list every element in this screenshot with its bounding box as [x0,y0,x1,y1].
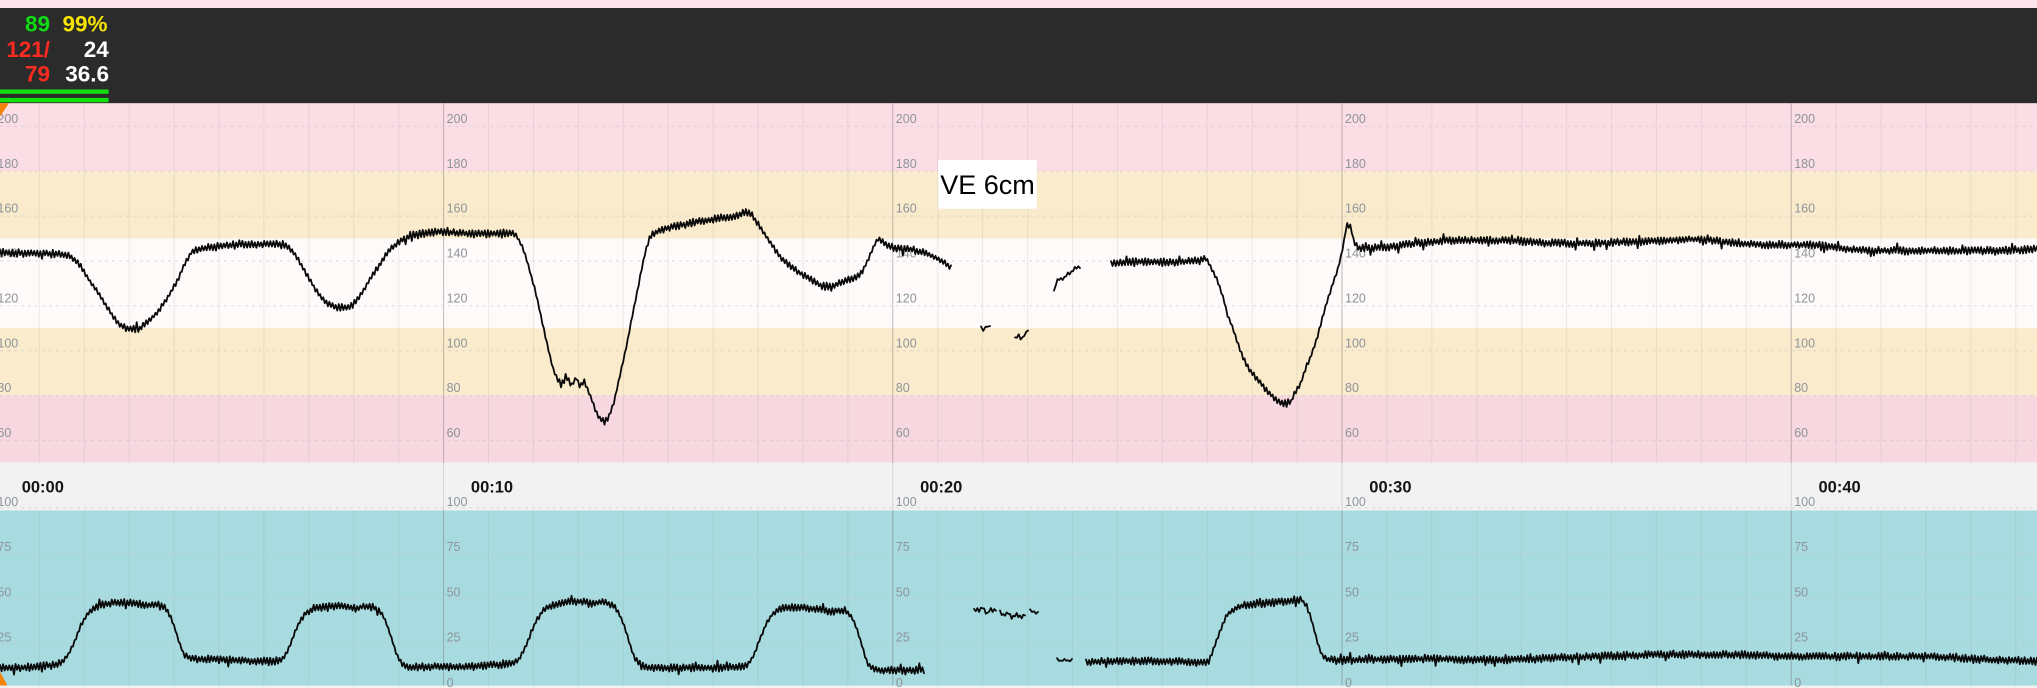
svg-text:160: 160 [1794,202,1815,216]
svg-text:0: 0 [1345,676,1352,688]
svg-text:180: 180 [1794,157,1815,171]
svg-text:180: 180 [896,157,917,171]
svg-text:200: 200 [447,112,468,126]
svg-text:25: 25 [0,631,11,645]
svg-text:25: 25 [1345,631,1359,645]
svg-text:80: 80 [447,381,461,395]
svg-text:00:20: 00:20 [920,479,962,497]
svg-text:140: 140 [1794,247,1815,261]
svg-text:25: 25 [1794,631,1808,645]
svg-text:80: 80 [896,381,910,395]
svg-text:100: 100 [896,336,917,350]
svg-text:180: 180 [447,157,468,171]
svg-text:121/: 121/ [6,37,51,62]
svg-text:00:40: 00:40 [1819,479,1861,497]
svg-text:100: 100 [447,495,468,509]
svg-text:140: 140 [447,247,468,261]
svg-text:160: 160 [896,202,917,216]
svg-text:50: 50 [1345,585,1359,599]
svg-text:50: 50 [1794,585,1808,599]
svg-text:79: 79 [25,62,50,87]
svg-text:80: 80 [1345,381,1359,395]
svg-text:120: 120 [896,292,917,306]
svg-text:0: 0 [1794,676,1801,688]
svg-text:180: 180 [0,157,18,171]
svg-text:200: 200 [896,112,917,126]
svg-text:0: 0 [896,676,903,688]
svg-text:36.6: 36.6 [65,62,109,87]
svg-text:140: 140 [0,247,18,261]
svg-text:100: 100 [447,336,468,350]
svg-text:80: 80 [1794,381,1808,395]
svg-text:120: 120 [1794,292,1815,306]
svg-text:100: 100 [896,495,917,509]
svg-text:160: 160 [447,202,468,216]
svg-text:50: 50 [0,585,11,599]
svg-text:100: 100 [1794,495,1815,509]
svg-text:25: 25 [896,631,910,645]
svg-text:75: 75 [0,540,11,554]
svg-text:160: 160 [0,202,18,216]
svg-text:00:00: 00:00 [22,479,64,497]
svg-text:VE 6cm: VE 6cm [940,170,1035,200]
svg-text:60: 60 [1794,426,1808,440]
svg-text:50: 50 [896,585,910,599]
svg-text:120: 120 [0,292,18,306]
svg-text:100: 100 [0,495,18,509]
svg-text:100: 100 [1794,336,1815,350]
svg-text:24: 24 [84,37,110,62]
svg-text:180: 180 [1345,157,1366,171]
svg-text:0: 0 [447,676,454,688]
svg-text:60: 60 [1345,426,1359,440]
svg-text:200: 200 [1345,112,1366,126]
svg-text:100: 100 [1345,336,1366,350]
svg-text:75: 75 [447,540,461,554]
svg-text:25: 25 [447,631,461,645]
svg-text:100: 100 [1345,495,1366,509]
svg-text:75: 75 [896,540,910,554]
svg-text:200: 200 [1794,112,1815,126]
svg-text:60: 60 [0,426,11,440]
svg-text:50: 50 [447,585,461,599]
svg-text:100: 100 [0,336,18,350]
svg-text:120: 120 [447,292,468,306]
svg-text:200: 200 [0,112,18,126]
svg-text:120: 120 [1345,292,1366,306]
svg-text:80: 80 [0,381,11,395]
svg-text:60: 60 [896,426,910,440]
svg-text:89: 89 [25,11,50,36]
svg-text:160: 160 [1345,202,1366,216]
svg-text:00:10: 00:10 [471,479,513,497]
svg-text:75: 75 [1794,540,1808,554]
svg-text:00:30: 00:30 [1369,479,1411,497]
svg-text:60: 60 [447,426,461,440]
svg-text:75: 75 [1345,540,1359,554]
svg-text:99%: 99% [62,11,107,36]
